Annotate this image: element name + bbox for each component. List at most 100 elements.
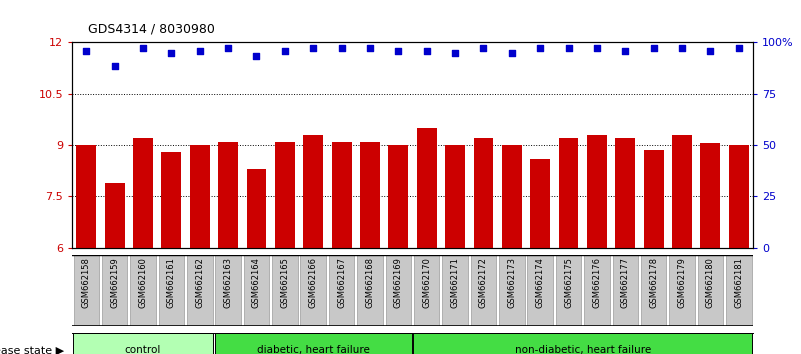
- Bar: [471, 255, 496, 326]
- Text: GSM662159: GSM662159: [111, 257, 119, 308]
- Bar: [417, 128, 437, 248]
- Point: [647, 45, 660, 50]
- Bar: [530, 159, 550, 248]
- Bar: [133, 138, 153, 248]
- Bar: [332, 142, 352, 248]
- Bar: [556, 255, 582, 326]
- Bar: [187, 255, 212, 326]
- Text: GSM662167: GSM662167: [337, 257, 346, 308]
- Text: GSM662158: GSM662158: [82, 257, 91, 308]
- Bar: [247, 169, 267, 248]
- Bar: [445, 145, 465, 248]
- Bar: [527, 255, 553, 326]
- Bar: [613, 255, 638, 326]
- Point: [108, 64, 121, 69]
- Bar: [670, 255, 694, 326]
- Bar: [215, 333, 412, 354]
- Text: GSM662166: GSM662166: [308, 257, 318, 308]
- Point: [137, 45, 150, 50]
- Bar: [413, 333, 752, 354]
- Bar: [442, 255, 468, 326]
- Point: [250, 53, 263, 59]
- Point: [704, 48, 717, 54]
- Bar: [414, 255, 440, 326]
- Point: [392, 48, 405, 54]
- Bar: [76, 145, 96, 248]
- Bar: [473, 138, 493, 248]
- Bar: [499, 255, 525, 326]
- Point: [364, 45, 376, 50]
- Bar: [304, 135, 323, 248]
- Text: control: control: [125, 346, 161, 354]
- Bar: [558, 138, 578, 248]
- Text: GSM662171: GSM662171: [451, 257, 460, 308]
- Bar: [641, 255, 666, 326]
- Bar: [275, 142, 295, 248]
- Text: GSM662181: GSM662181: [735, 257, 743, 308]
- Text: diabetic, heart failure: diabetic, heart failure: [257, 346, 370, 354]
- Point: [279, 48, 292, 54]
- Text: GSM662178: GSM662178: [649, 257, 658, 308]
- Point: [80, 48, 93, 54]
- Point: [619, 48, 632, 54]
- Bar: [159, 255, 184, 326]
- Text: GSM662180: GSM662180: [706, 257, 714, 308]
- Point: [533, 45, 546, 50]
- Text: GSM662161: GSM662161: [167, 257, 176, 308]
- Point: [562, 45, 575, 50]
- Text: GSM662170: GSM662170: [422, 257, 431, 308]
- Bar: [726, 255, 751, 326]
- Text: GSM662177: GSM662177: [621, 257, 630, 308]
- Bar: [385, 255, 411, 326]
- Text: GSM662169: GSM662169: [394, 257, 403, 308]
- Point: [193, 48, 206, 54]
- Point: [335, 45, 348, 50]
- Text: non-diabetic, heart failure: non-diabetic, heart failure: [514, 346, 651, 354]
- Bar: [162, 152, 181, 248]
- Bar: [244, 255, 269, 326]
- Text: GDS4314 / 8030980: GDS4314 / 8030980: [88, 22, 215, 35]
- Point: [165, 50, 178, 56]
- Bar: [357, 255, 383, 326]
- Bar: [700, 143, 720, 248]
- Text: GSM662163: GSM662163: [223, 257, 232, 308]
- Point: [675, 45, 688, 50]
- Bar: [615, 138, 635, 248]
- Point: [505, 50, 518, 56]
- Bar: [644, 150, 663, 248]
- Bar: [131, 255, 155, 326]
- Bar: [587, 135, 607, 248]
- Point: [421, 48, 433, 54]
- Bar: [300, 255, 326, 326]
- Text: GSM662160: GSM662160: [139, 257, 147, 308]
- Bar: [388, 145, 409, 248]
- Point: [449, 50, 461, 56]
- Bar: [74, 255, 99, 326]
- Point: [477, 45, 490, 50]
- Bar: [729, 145, 749, 248]
- Bar: [329, 255, 354, 326]
- Text: GSM662174: GSM662174: [536, 257, 545, 308]
- Point: [307, 45, 320, 50]
- Text: GSM662173: GSM662173: [507, 257, 517, 308]
- Bar: [73, 333, 213, 354]
- Bar: [360, 142, 380, 248]
- Text: GSM662179: GSM662179: [678, 257, 686, 308]
- Text: GSM662172: GSM662172: [479, 257, 488, 308]
- Point: [222, 45, 235, 50]
- Text: disease state ▶: disease state ▶: [0, 346, 64, 354]
- Bar: [584, 255, 610, 326]
- Point: [732, 45, 745, 50]
- Text: GSM662164: GSM662164: [252, 257, 261, 308]
- Bar: [272, 255, 298, 326]
- Text: GSM662165: GSM662165: [280, 257, 289, 308]
- Bar: [698, 255, 723, 326]
- Text: GSM662162: GSM662162: [195, 257, 204, 308]
- Bar: [190, 145, 210, 248]
- Bar: [502, 145, 521, 248]
- Point: [590, 45, 603, 50]
- Bar: [672, 135, 692, 248]
- Bar: [218, 142, 238, 248]
- Bar: [105, 183, 125, 248]
- Text: GSM662175: GSM662175: [564, 257, 573, 308]
